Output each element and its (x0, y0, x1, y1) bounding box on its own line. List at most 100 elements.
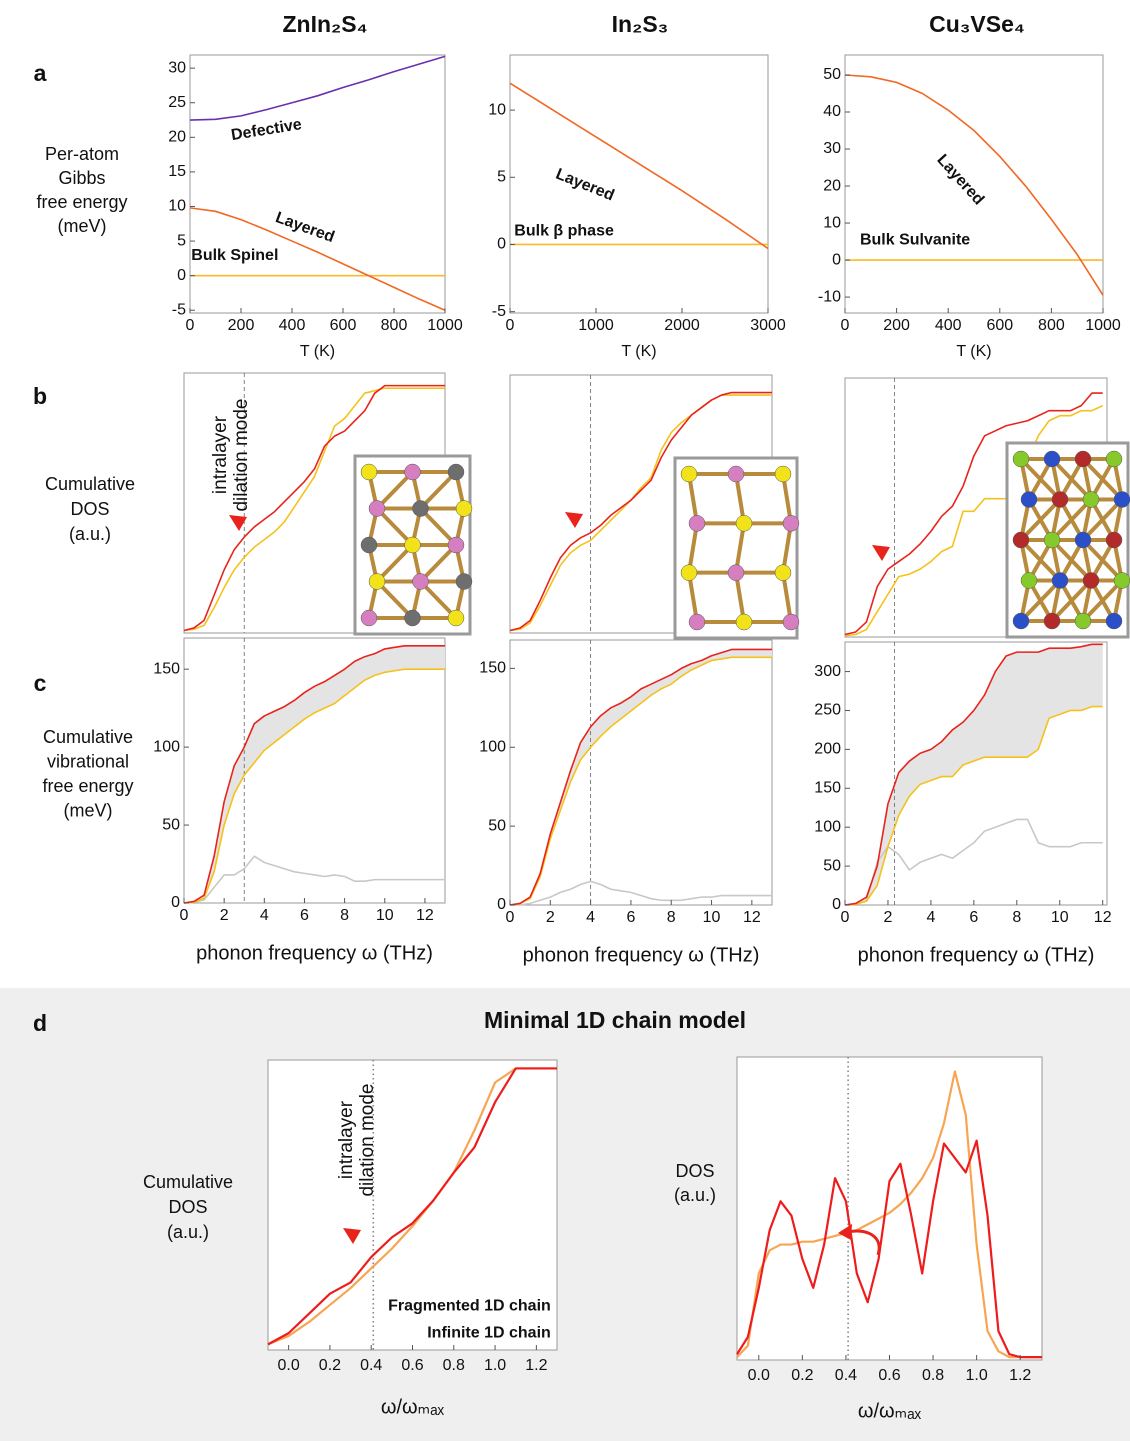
x-tick-label: 8 (340, 907, 349, 924)
column-title: In₂S₃ (612, 11, 669, 37)
inset-atom (448, 464, 464, 480)
panel-title: Minimal 1D chain model (484, 1007, 746, 1033)
inset-atom (1083, 492, 1099, 508)
inset-atom (361, 464, 377, 480)
y-tick-label: 150 (479, 660, 506, 677)
row-y-label: (meV) (64, 800, 113, 820)
inset-atom (1044, 532, 1060, 548)
y-tick-label: 100 (153, 738, 180, 755)
y-tick-label: 100 (814, 818, 841, 835)
y-tick-label: -5 (172, 301, 186, 318)
plot-frame (184, 638, 445, 903)
x-tick-label: 2000 (664, 317, 700, 334)
row-y-label: (meV) (58, 216, 107, 236)
inset-atom (1021, 492, 1037, 508)
x-tick-label: 4 (586, 909, 595, 926)
inset-atom (1052, 492, 1068, 508)
y-axis-label: DOS (675, 1161, 714, 1181)
annotation: intralayer (336, 1100, 357, 1179)
plot-frame (190, 55, 445, 313)
inset-atom (1106, 532, 1122, 548)
y-axis-label: (a.u.) (674, 1185, 716, 1205)
y-tick-label: 20 (168, 129, 186, 146)
row-y-label: vibrational (47, 751, 129, 771)
y-tick-label: 20 (823, 177, 841, 194)
x-tick-label: 1.2 (525, 1357, 547, 1374)
x-axis-label: phonon frequency ω (THz) (196, 942, 433, 964)
inset-atom (736, 614, 752, 630)
x-tick-label: 4 (926, 909, 935, 926)
x-tick-label: 0 (841, 909, 850, 926)
difference-fill (184, 646, 445, 903)
x-tick-label: 400 (279, 317, 306, 334)
x-tick-label: 4 (260, 907, 269, 924)
inset-atom (1013, 451, 1029, 467)
plot-area (184, 638, 445, 903)
series-label: Bulk Sulvanite (860, 231, 970, 248)
plot-frame (510, 55, 768, 313)
y-tick-label: 50 (162, 816, 180, 833)
x-tick-label: 0.0 (748, 1367, 770, 1384)
y-tick-label: -10 (818, 288, 841, 305)
row-y-label: Cumulative (45, 474, 135, 494)
row-y-label: Cumulative (43, 727, 133, 747)
row-y-label: free energy (42, 776, 133, 796)
x-tick-label: 400 (935, 317, 962, 334)
y-tick-label: 10 (168, 198, 186, 215)
y-tick-label: 10 (488, 101, 506, 118)
y-axis-label: (a.u.) (167, 1222, 209, 1242)
inset-atom (405, 464, 421, 480)
x-tick-label: 0.6 (401, 1357, 423, 1374)
x-tick-label: 8 (1012, 909, 1021, 926)
inset-atom (361, 537, 377, 553)
difference-fill (510, 649, 772, 905)
y-tick-label: 0 (171, 894, 180, 911)
panel-label: d (33, 1010, 47, 1036)
series-line (510, 881, 772, 905)
x-tick-label: 6 (969, 909, 978, 926)
inset-atom (1044, 451, 1060, 467)
x-tick-label: 0.4 (835, 1367, 857, 1384)
inset-atom (728, 466, 744, 482)
difference-fill (845, 644, 1103, 905)
y-tick-label: 300 (814, 663, 841, 680)
y-tick-label: 25 (168, 94, 186, 111)
y-tick-label: 15 (168, 163, 186, 180)
row-y-label: Gibbs (58, 168, 105, 188)
x-tick-label: 200 (228, 317, 255, 334)
x-tick-label: 0.2 (791, 1367, 813, 1384)
x-axis-label: ω/ωₘₐₓ (858, 1400, 922, 1422)
plot-area (845, 642, 1103, 905)
series-label: Layered (273, 209, 336, 246)
inset-atom (681, 466, 697, 482)
inset-atom (736, 515, 752, 531)
x-tick-label: 12 (416, 907, 434, 924)
y-tick-label: 0 (497, 896, 506, 913)
x-axis-label: T (K) (621, 343, 656, 360)
x-tick-label: 6 (300, 907, 309, 924)
structure-inset (1007, 443, 1130, 637)
panel-label: a (34, 60, 47, 86)
inset-atom (1114, 492, 1130, 508)
x-tick-label: 10 (703, 909, 721, 926)
x-tick-label: 2 (883, 909, 892, 926)
inset-atom (783, 515, 799, 531)
series-line (184, 856, 445, 903)
y-tick-label: 30 (168, 59, 186, 76)
y-tick-label: 0 (832, 896, 841, 913)
x-tick-label: 800 (1038, 317, 1065, 334)
x-tick-label: 1000 (427, 317, 463, 334)
inset-atom (369, 574, 385, 590)
inset-atom (1083, 573, 1099, 589)
y-tick-label: 50 (823, 857, 841, 874)
marker-arrowhead (565, 512, 583, 528)
y-tick-label: 5 (497, 169, 506, 186)
row-y-label: DOS (70, 499, 109, 519)
y-tick-label: 50 (823, 66, 841, 83)
y-tick-label: 150 (153, 660, 180, 677)
x-tick-label: 0 (180, 907, 189, 924)
x-axis-label: ω/ωₘₐₓ (381, 1396, 445, 1418)
x-tick-label: 200 (883, 317, 910, 334)
y-tick-label: 30 (823, 140, 841, 157)
inset-atom (361, 610, 377, 626)
